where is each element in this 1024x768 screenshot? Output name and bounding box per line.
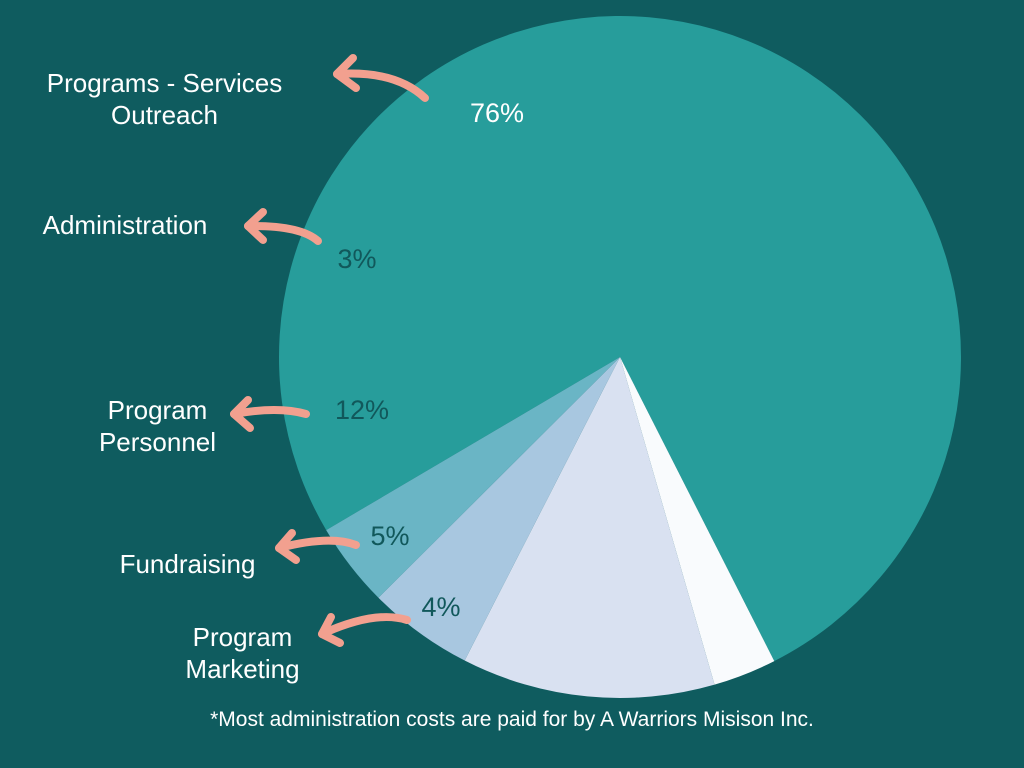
pie-slice-fundraising [378, 357, 620, 661]
percent-label-administration: 3% [337, 244, 376, 274]
callout-arrows [230, 54, 429, 647]
arrow-fundraising [275, 529, 360, 564]
footnote: *Most administration costs are paid for … [210, 708, 814, 731]
pie-slice-program-marketing [326, 357, 620, 598]
label-program-personnel: Program Personnel [98, 395, 217, 457]
pie-slice-programs-services-outreach [278, 15, 961, 662]
arrow-program-personnel [230, 396, 310, 432]
percent-label-program-personnel: 12% [335, 395, 389, 425]
percent-labels: 76% 3% 12% 5% 4% [335, 98, 524, 622]
pie-slices [278, 15, 961, 699]
pie-slice-program-personnel [464, 357, 715, 699]
label-programs-services-outreach: Programs - Services Outreach [46, 68, 283, 130]
pie-slice-administration [620, 357, 775, 685]
label-program-marketing: Program Marketing [185, 622, 300, 684]
arrow-administration [244, 208, 322, 245]
label-fundraising: Fundraising [119, 549, 256, 579]
label-administration: Administration [42, 210, 208, 240]
percent-label-programs-services-outreach: 76% [470, 98, 524, 128]
percent-label-fundraising: 5% [370, 521, 409, 551]
percent-label-program-marketing: 4% [421, 592, 460, 622]
arrow-program-marketing [318, 613, 411, 647]
arrow-programs-services-outreach [333, 54, 429, 102]
